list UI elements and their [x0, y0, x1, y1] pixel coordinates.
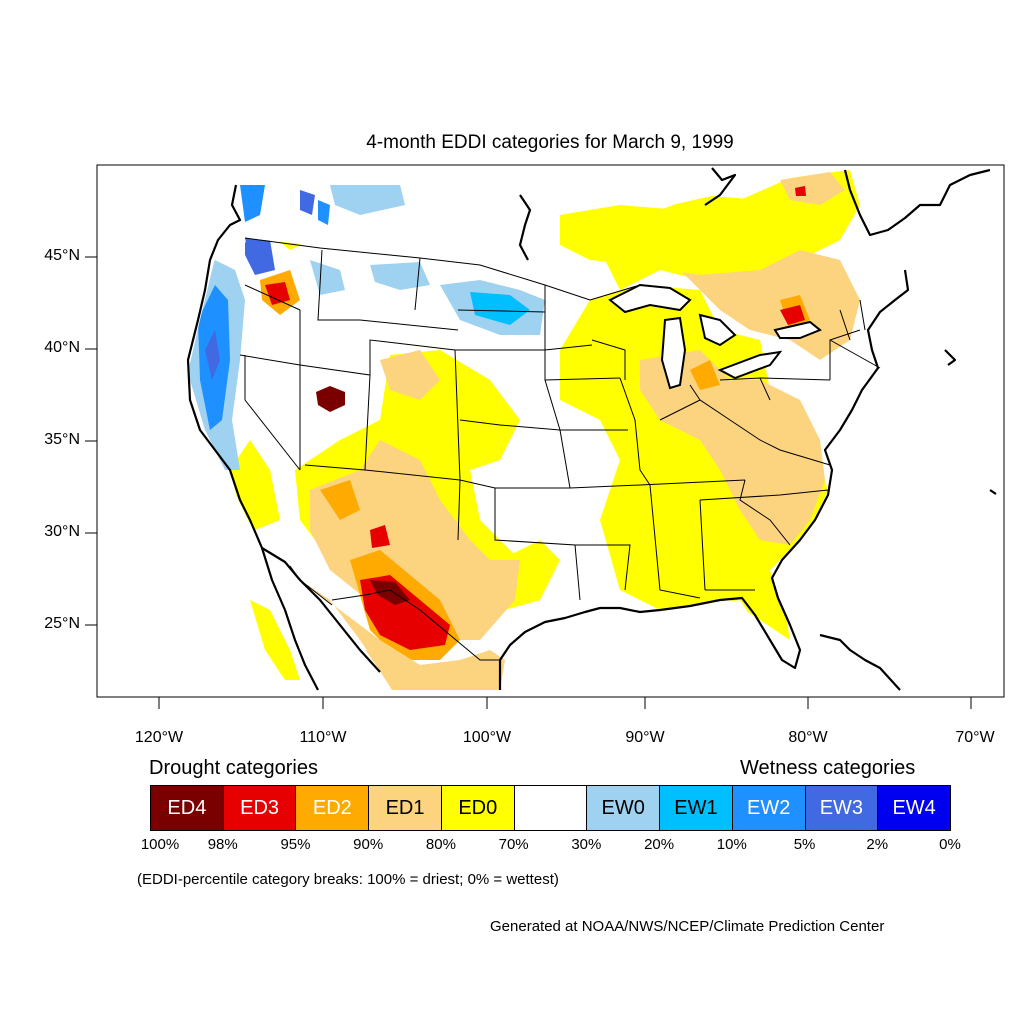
lon-label-110w: 110°W — [299, 729, 347, 746]
percentile-label: 98% — [207, 836, 238, 853]
percentile-label: 20% — [644, 836, 675, 853]
canada-wet-areas — [240, 170, 860, 275]
mexico-shading — [250, 580, 505, 690]
map-title: 4-month EDDI categories for March 9, 199… — [366, 132, 734, 153]
legend-box-ed0: ED0 — [440, 785, 515, 831]
generated-credit: Generated at NOAA/NWS/NCEP/Climate Predi… — [490, 918, 885, 935]
lon-label-100w: 100°W — [462, 729, 512, 746]
percentile-label: 80% — [425, 836, 456, 853]
lon-label-70w: 70°W — [955, 729, 995, 746]
percentile-label: 5% — [793, 836, 816, 853]
percentile-label: 10% — [716, 836, 747, 853]
drought-categories-heading: Drought categories — [149, 757, 318, 779]
percentile-label: 100% — [140, 836, 180, 853]
percentile-breaks: 100% 98% 95% 90% 80% 70% 30% 20% 10% 5% 2% 0% — [0, 836, 1024, 856]
state-borders — [239, 237, 881, 661]
lat-label-35n: 35°N — [44, 431, 80, 448]
legend-box-ew3: EW3 — [804, 785, 879, 831]
legend-box-neutral — [513, 785, 588, 831]
legend-box-ew0: EW0 — [586, 785, 661, 831]
percentile-label: 2% — [866, 836, 889, 853]
percentile-label: 70% — [498, 836, 529, 853]
lat-label-30n: 30°N — [44, 523, 80, 540]
wetness-categories-heading: Wetness categories — [740, 757, 916, 779]
lat-label-45n: 45°N — [44, 247, 80, 264]
legend-box-ew4: EW4 — [877, 785, 951, 831]
legend-box-ed3: ED3 — [222, 785, 297, 831]
legend-box-ed1: ED1 — [368, 785, 442, 831]
category-note: (EDDI-percentile category breaks: 100% =… — [137, 871, 559, 888]
legend-box-ew1: EW1 — [659, 785, 733, 831]
legend-box-ed4: ED4 — [150, 785, 224, 831]
legend-box-ew2: EW2 — [731, 785, 806, 831]
lon-label-80w: 80°W — [788, 729, 828, 746]
lon-label-90w: 90°W — [625, 729, 665, 746]
ew-areas — [188, 238, 545, 470]
percentile-label: 30% — [571, 836, 602, 853]
percentile-label: 95% — [280, 836, 311, 853]
great-lakes — [608, 283, 822, 390]
coastlines — [186, 167, 997, 691]
legend-box-ed2: ED2 — [295, 785, 370, 831]
percentile-label: 90% — [353, 836, 384, 853]
axis-ticks — [85, 256, 972, 709]
category-legend: ED4 ED3 ED2 ED1 ED0 EW0 EW1 EW2 EW3 EW4 — [150, 785, 951, 831]
lat-label-25n: 25°N — [44, 615, 80, 632]
lon-label-120w: 120°W — [134, 729, 184, 746]
percentile-label: 0% — [939, 836, 961, 853]
lat-label-40n: 40°N — [44, 339, 80, 356]
